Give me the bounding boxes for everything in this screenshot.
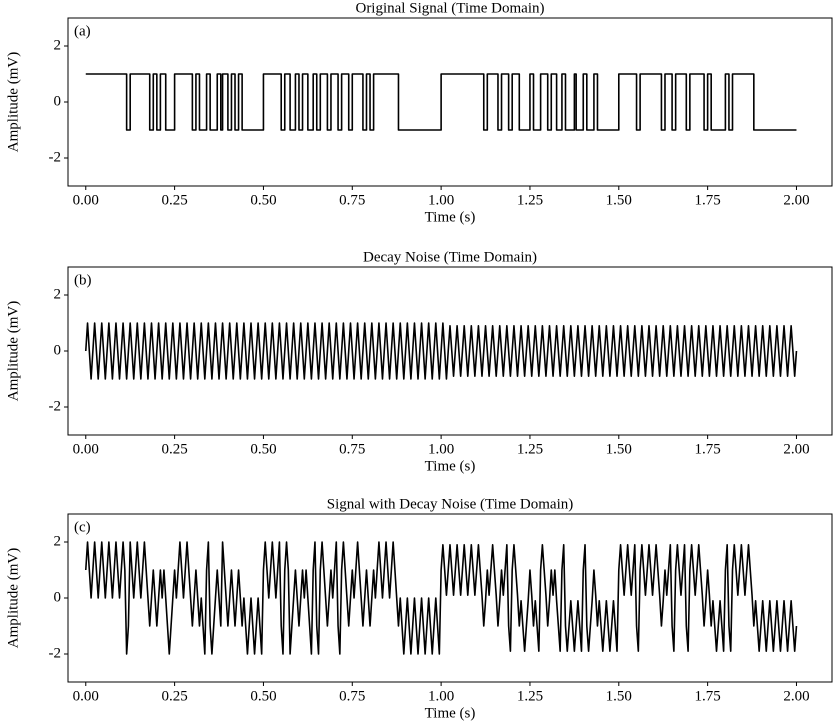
y-tick-label: -2 bbox=[49, 149, 62, 165]
plot-frame bbox=[67, 513, 833, 683]
x-tick-label: 2.00 bbox=[783, 192, 809, 208]
x-tick-label: 0.00 bbox=[73, 688, 99, 704]
x-tick-label: 1.75 bbox=[695, 441, 721, 457]
x-tick-label: 1.50 bbox=[606, 688, 632, 704]
panel-label: (b) bbox=[74, 272, 92, 288]
x-tick-label: 1.00 bbox=[428, 688, 454, 704]
x-tick-label: 1.75 bbox=[695, 192, 721, 208]
x-tick-label: 1.00 bbox=[428, 441, 454, 457]
x-tick-label: 0.00 bbox=[73, 441, 99, 457]
x-tick-label: 1.25 bbox=[517, 192, 543, 208]
panel-label: (c) bbox=[74, 519, 91, 535]
x-tick-label: 0.75 bbox=[339, 192, 365, 208]
x-tick-label: 1.50 bbox=[606, 441, 632, 457]
signal-line bbox=[84, 541, 798, 655]
y-tick-label: 0 bbox=[54, 589, 62, 605]
x-tick-label: 0.25 bbox=[161, 441, 187, 457]
x-axis-label: Time (s) bbox=[425, 705, 476, 721]
y-tick-label: 2 bbox=[54, 37, 62, 53]
y-axis-label: Amplitude (mV) bbox=[5, 301, 21, 401]
x-tick-label: 1.25 bbox=[517, 441, 543, 457]
panel-label: (a) bbox=[74, 23, 91, 39]
x-tick-label: 0.25 bbox=[161, 192, 187, 208]
x-axis-label: Time (s) bbox=[425, 458, 476, 474]
x-tick-label: 2.00 bbox=[783, 688, 809, 704]
y-tick-label: 0 bbox=[54, 342, 62, 358]
y-tick-label: -2 bbox=[49, 398, 62, 414]
x-tick-label: 0.75 bbox=[339, 441, 365, 457]
x-tick-label: 0.50 bbox=[250, 688, 276, 704]
x-tick-label: 0.75 bbox=[339, 688, 365, 704]
x-tick-label: 1.50 bbox=[606, 192, 632, 208]
chart-title: Decay Noise (Time Domain) bbox=[363, 249, 537, 265]
plot-frame bbox=[67, 17, 833, 187]
signal-line bbox=[84, 322, 798, 380]
y-tick-label: 2 bbox=[54, 533, 62, 549]
x-tick-label: 0.00 bbox=[73, 192, 99, 208]
x-tick-label: 1.00 bbox=[428, 192, 454, 208]
y-axis-label: Amplitude (mV) bbox=[5, 548, 21, 648]
x-axis-label: Time (s) bbox=[425, 209, 476, 225]
y-tick-label: 2 bbox=[54, 286, 62, 302]
x-tick-label: 1.75 bbox=[695, 688, 721, 704]
y-axis-label: Amplitude (mV) bbox=[5, 52, 21, 152]
x-tick-label: 0.25 bbox=[161, 688, 187, 704]
signal-line bbox=[85, 73, 797, 131]
x-tick-label: 2.00 bbox=[783, 441, 809, 457]
plot-frame bbox=[67, 266, 833, 436]
x-tick-label: 1.25 bbox=[517, 688, 543, 704]
y-tick-label: 0 bbox=[54, 93, 62, 109]
chart-title: Signal with Decay Noise (Time Domain) bbox=[327, 496, 574, 512]
y-tick-label: -2 bbox=[49, 645, 62, 661]
x-tick-label: 0.50 bbox=[250, 192, 276, 208]
chart-title: Original Signal (Time Domain) bbox=[355, 0, 544, 16]
x-tick-label: 0.50 bbox=[250, 441, 276, 457]
